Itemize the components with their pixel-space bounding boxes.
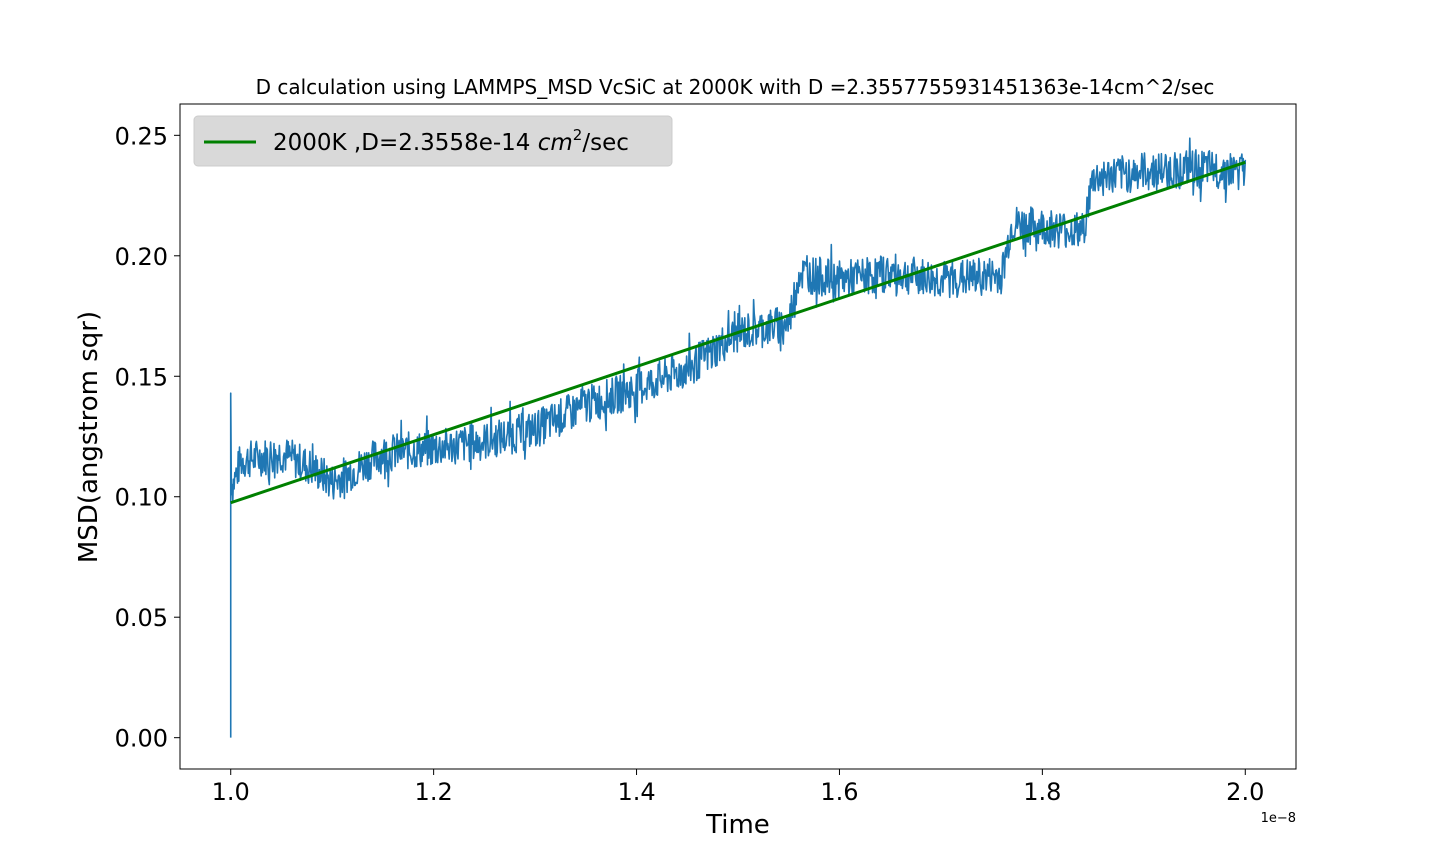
y-tick-label: 0.20 xyxy=(115,243,168,271)
legend-label-suffix: /sec xyxy=(582,130,629,156)
y-axis: 0.00 0.05 0.10 0.15 0.20 0.25 xyxy=(115,122,180,753)
legend: 2000K ,D=2.3558e-14 cm2/sec xyxy=(193,115,673,167)
msd-series-line xyxy=(229,137,1247,738)
fit-series-line xyxy=(230,160,1246,505)
x-tick-label: 1.2 xyxy=(415,778,453,806)
y-tick-label: 0.05 xyxy=(115,604,168,632)
x-tick-label: 1.0 xyxy=(212,778,250,806)
legend-label-sup: 2 xyxy=(573,126,583,144)
plot-frame xyxy=(179,103,1297,770)
x-axis-label: Time xyxy=(705,810,770,840)
legend-label-fit: 2000K ,D=2.3558e-14 cm2/sec xyxy=(273,126,629,156)
x-tick-label: 1.4 xyxy=(617,778,655,806)
legend-label-prefix: 2000K ,D=2.3558e-14 xyxy=(273,130,538,156)
y-tick-label: 0.15 xyxy=(115,363,168,391)
y-tick-label: 0.00 xyxy=(115,725,168,753)
x-axis-offset-label: 1e−8 xyxy=(1261,811,1296,826)
x-tick-label: 1.8 xyxy=(1023,778,1061,806)
plot-area xyxy=(229,137,1247,738)
legend-box xyxy=(193,115,673,167)
x-axis: 1.0 1.2 1.4 1.6 1.8 2.0 xyxy=(212,769,1264,806)
y-tick-label: 0.25 xyxy=(115,122,168,150)
y-tick-label: 0.10 xyxy=(115,484,168,512)
x-tick-label: 2.0 xyxy=(1226,778,1264,806)
legend-label-math: cm xyxy=(538,130,573,156)
x-tick-label: 1.6 xyxy=(820,778,858,806)
chart-title: D calculation using LAMMPS_MSD VcSiC at … xyxy=(256,75,1215,99)
y-axis-label: MSD(angstrom sqr) xyxy=(74,311,104,563)
